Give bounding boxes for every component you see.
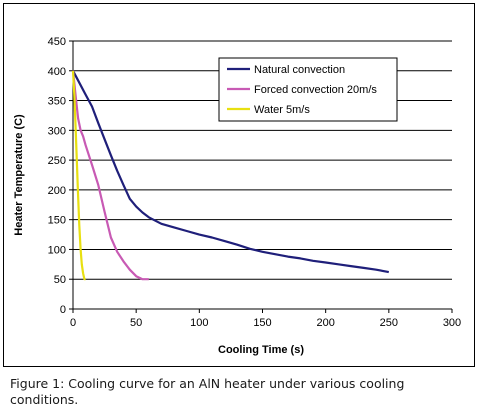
x-tick-label: 200 [316,317,334,329]
y-tick-label: 450 [48,36,66,48]
x-tick-label: 250 [380,317,398,329]
x-tick-labels: 0 50 100 150 200 250 300 [70,317,461,329]
y-tick-label: 50 [54,274,66,286]
legend: Natural convection Forced convection 20m/… [218,57,398,122]
x-tick-label: 0 [70,317,76,329]
y-tick-label: 100 [48,244,66,256]
y-tick-label: 200 [48,185,66,197]
y-tick-label: 300 [48,125,66,137]
figure-caption: Figure 1: Cooling curve for an AlN heate… [10,376,405,407]
legend-label-2: Forced convection 20m/s [254,84,377,96]
legend-label-3: Water 5m/s [254,104,310,116]
series-line-3 [71,70,86,281]
y-tick-label: 250 [48,155,66,167]
x-axis-title: Cooling Time (s) [218,344,304,356]
legend-label-1: Natural convection [254,64,345,76]
x-tick-label: 50 [130,317,142,329]
y-tick-label: 350 [48,96,66,108]
cooling-curve-chart: 0 50 100 150 200 250 300 350 400 450 0 50 100 150 200… [13,36,461,356]
series-lines [71,70,390,281]
y-tick-label: 400 [48,66,66,78]
series-line-2 [71,70,149,281]
y-tick-labels: 0 50 100 150 200 250 300 350 400 450 [48,36,66,316]
x-tick-label: 300 [443,317,461,329]
series-line-1 [72,70,390,274]
x-tick-label: 150 [253,317,271,329]
y-tick-label: 150 [48,215,66,227]
y-axis-title: Heater Temperature (C) [13,114,25,236]
x-tick-label: 100 [190,317,208,329]
y-tick-label: 0 [60,304,66,316]
